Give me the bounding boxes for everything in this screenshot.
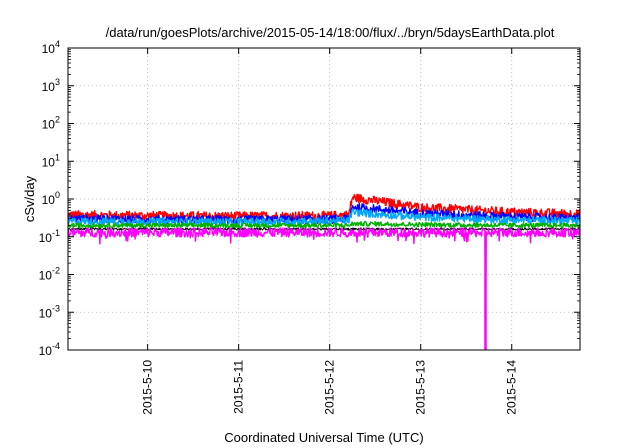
- y-tick-label: 10-2: [39, 266, 60, 283]
- x-tick-label: 2015-5-11: [232, 360, 246, 414]
- chart-title: /data/run/goesPlots/archive/2015-05-14/1…: [106, 25, 555, 40]
- x-tick-label: 2015-5-10: [141, 360, 155, 415]
- y-tick-label: 102: [42, 115, 60, 132]
- y-tick-label: 10-3: [39, 303, 60, 320]
- x-axis: 2015-5-10 2015-5-11 2015-5-12 2015-5-13 2015…: [141, 48, 519, 415]
- y-tick-label: 103: [42, 77, 60, 94]
- y-tick-label: 100: [42, 190, 60, 207]
- y-axis: 10-4 10-3 10-2 10-1 100 101 102 103 104: [39, 39, 580, 358]
- y-axis-label: cSv/day: [22, 175, 37, 222]
- y-tick-label: 10-1: [39, 228, 60, 245]
- y-tick-label: 10-4: [39, 341, 60, 358]
- series-line: [67, 227, 581, 328]
- grid: [68, 48, 580, 350]
- x-tick-label: 2015-5-13: [414, 360, 428, 415]
- x-axis-label: Coordinated Universal Time (UTC): [224, 430, 423, 445]
- x-tick-label: 2015-5-14: [505, 360, 519, 415]
- series-group: [67, 193, 581, 350]
- x-tick-label: 2015-5-12: [323, 360, 337, 415]
- series-line: [67, 220, 581, 229]
- y-tick-label: 104: [42, 39, 60, 56]
- y-tick-label: 101: [42, 152, 60, 169]
